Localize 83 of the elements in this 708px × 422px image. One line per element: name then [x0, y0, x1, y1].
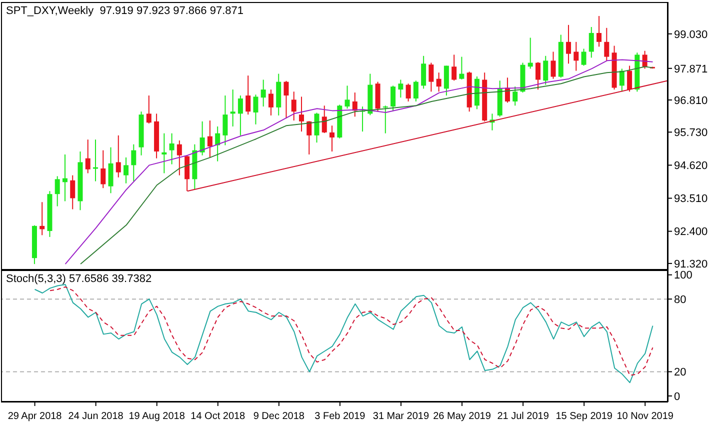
candlestick: [444, 65, 449, 96]
x-tick-label: 19 Aug 2018: [128, 411, 186, 422]
candlestick: [550, 51, 556, 80]
candlestick: [169, 132, 174, 165]
candlestick: [184, 154, 190, 192]
candlestick: [627, 65, 632, 92]
candlestick: [314, 112, 320, 144]
candlestick: [200, 120, 205, 156]
x-tick-label: 26 May 2019: [433, 411, 492, 422]
candlestick: [93, 139, 98, 182]
candlestick: [528, 37, 533, 70]
candlestick: [436, 72, 442, 92]
candlestick: [581, 48, 586, 66]
x-tick-label: 21 Jul 2019: [497, 411, 550, 422]
candlestick: [222, 95, 228, 146]
candlestick: [406, 83, 411, 102]
candlestick: [543, 55, 548, 86]
candlestick: [642, 50, 648, 70]
candlestick: [291, 91, 296, 122]
x-tick-label: 14 Oct 2018: [190, 411, 246, 422]
x-tick-label: 3 Feb 2019: [314, 411, 366, 422]
y-tick-label: 99.030: [674, 28, 708, 41]
candlestick: [230, 89, 236, 127]
x-tick-label: 24 Jun 2018: [68, 411, 124, 422]
candlestick: [238, 95, 243, 136]
candlestick: [100, 150, 106, 189]
candlestick: [512, 86, 518, 106]
candlestick: [298, 96, 304, 132]
candlestick: [390, 85, 396, 112]
candlestick: [596, 15, 602, 48]
y-tick-label: 94.620: [674, 160, 708, 172]
y-tick-label: 100: [674, 270, 692, 282]
candlestick: [322, 105, 327, 134]
y-tick-label: 97.871: [674, 63, 708, 76]
candlestick: [108, 146, 114, 194]
candlestick: [306, 120, 312, 155]
candlestick: [382, 105, 388, 134]
candlestick: [284, 80, 289, 119]
candlestick: [207, 120, 212, 158]
candlestick: [124, 156, 129, 184]
candlestick: [131, 144, 136, 182]
candlestick: [566, 24, 572, 64]
x-tick-label: 31 Mar 2019: [372, 411, 430, 422]
x-tick-label: 9 Dec 2018: [253, 411, 305, 422]
y-tick-label: 96.810: [674, 94, 708, 107]
candlestick: [54, 176, 60, 207]
candlestick: [62, 154, 68, 202]
candlestick: [344, 85, 350, 110]
candlestick: [246, 75, 251, 116]
candlestick: [452, 54, 457, 82]
candlestick: [116, 134, 121, 178]
candlestick: [421, 55, 426, 90]
chart-title: Stoch(5,3,3) 57.6586 39.7382: [6, 273, 152, 285]
x-tick-label: 10 Nov 2019: [616, 411, 674, 422]
candlestick: [574, 41, 579, 72]
y-tick-label: 20: [674, 366, 686, 379]
candlestick: [260, 79, 266, 108]
x-tick-label: 29 Apr 2018: [8, 411, 62, 422]
candlestick: [176, 140, 182, 176]
candlestick: [588, 26, 594, 58]
candlestick: [619, 68, 624, 92]
candlestick: [330, 125, 335, 152]
y-tick-label: 92.400: [674, 226, 708, 238]
candlestick: [70, 174, 76, 210]
candlestick: [604, 27, 610, 62]
candlestick: [535, 62, 540, 90]
chart-title: SPT_DXY,Weekly 97.919 97.923 97.866 97.871: [6, 5, 244, 17]
y-tick-label: 91.320: [674, 258, 708, 270]
y-tick-label: 80: [674, 294, 686, 306]
candlestick: [268, 89, 274, 116]
candlestick: [146, 95, 152, 124]
candlestick: [162, 132, 167, 174]
candlestick: [40, 202, 45, 236]
candlestick: [413, 80, 418, 102]
y-tick-label: 93.510: [674, 193, 708, 206]
candlestick: [459, 56, 464, 80]
candlestick: [85, 139, 90, 174]
y-tick-label: 0: [674, 390, 680, 403]
x-tick-label: 15 Sep 2019: [556, 411, 613, 422]
y-tick-label: 95.730: [674, 127, 708, 140]
candlestick: [398, 79, 404, 98]
candlestick: [253, 94, 258, 125]
candlestick: [428, 62, 434, 92]
